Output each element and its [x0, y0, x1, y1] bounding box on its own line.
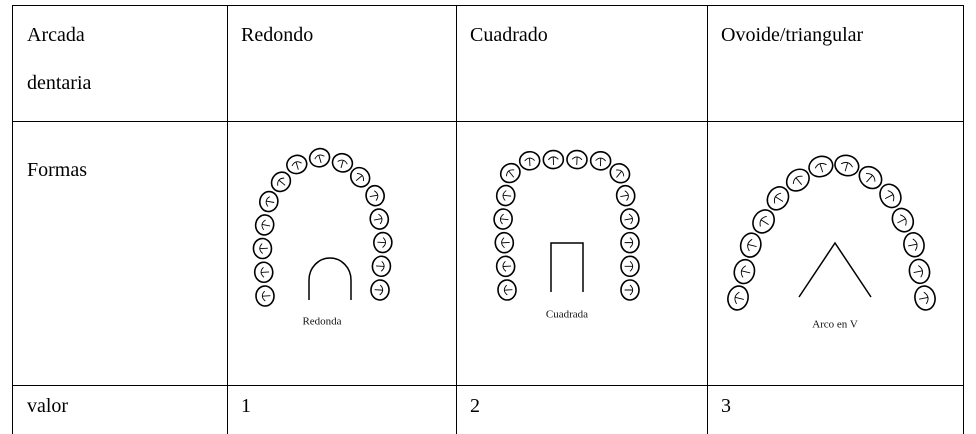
tooth	[884, 190, 895, 202]
border	[12, 385, 964, 386]
tooth	[506, 169, 515, 178]
tooth	[499, 213, 509, 225]
tooth	[908, 238, 918, 251]
row-label: valor	[27, 395, 69, 417]
tooth	[502, 190, 512, 201]
tooth	[620, 190, 629, 201]
square-shape	[550, 242, 584, 292]
tooth	[369, 190, 379, 201]
border	[227, 5, 228, 434]
tooth	[747, 238, 757, 252]
border	[12, 121, 964, 122]
figure-caption: Arco en V	[812, 319, 858, 331]
tooth	[265, 196, 275, 207]
tooth	[374, 284, 384, 296]
tooth	[524, 157, 535, 167]
tooth	[734, 291, 744, 305]
tooth	[260, 266, 270, 278]
v-shape	[798, 241, 872, 298]
tooth	[624, 213, 633, 225]
tooth	[501, 237, 510, 249]
tooth	[314, 154, 325, 164]
border	[456, 5, 457, 434]
tooth	[759, 215, 769, 227]
tooth	[840, 161, 853, 172]
value-cell: 3	[721, 395, 731, 417]
tooth	[865, 173, 876, 183]
tooth	[377, 237, 386, 248]
tooth	[355, 172, 364, 182]
tooth	[919, 291, 929, 305]
tooth	[261, 290, 271, 302]
tooth	[624, 284, 634, 296]
tooth	[259, 243, 268, 254]
tooth	[503, 284, 513, 296]
tooth	[277, 177, 286, 186]
tooth	[624, 237, 634, 248]
row-label: Formas	[27, 159, 87, 181]
header-cell: Cuadrado	[470, 24, 548, 46]
tooth	[897, 214, 907, 226]
border	[963, 5, 964, 434]
round-shape	[308, 257, 352, 300]
tooth	[792, 175, 803, 186]
tooth	[571, 156, 583, 166]
tooth	[624, 260, 634, 272]
tooth	[615, 169, 625, 178]
tooth	[291, 161, 302, 170]
tooth	[913, 265, 923, 278]
tooth	[376, 260, 385, 272]
header-cell: Redondo	[241, 24, 314, 46]
tooth	[261, 219, 271, 231]
tooth	[595, 157, 606, 167]
tooth	[740, 265, 751, 278]
tooth	[373, 213, 383, 225]
value-cell: 2	[470, 395, 480, 417]
figure-caption: Cuadrada	[546, 309, 588, 321]
header-cell: Arcada dentaria	[27, 24, 92, 94]
tooth	[814, 162, 827, 173]
value-cell: 1	[241, 395, 251, 417]
border	[707, 5, 708, 434]
border	[12, 5, 964, 6]
tooth	[502, 261, 512, 272]
header-cell: Ovoide/triangular	[721, 24, 864, 46]
tooth	[773, 192, 784, 204]
tooth	[337, 159, 348, 169]
figure-caption: Redonda	[302, 316, 341, 328]
border	[12, 5, 13, 434]
tooth	[547, 156, 559, 165]
